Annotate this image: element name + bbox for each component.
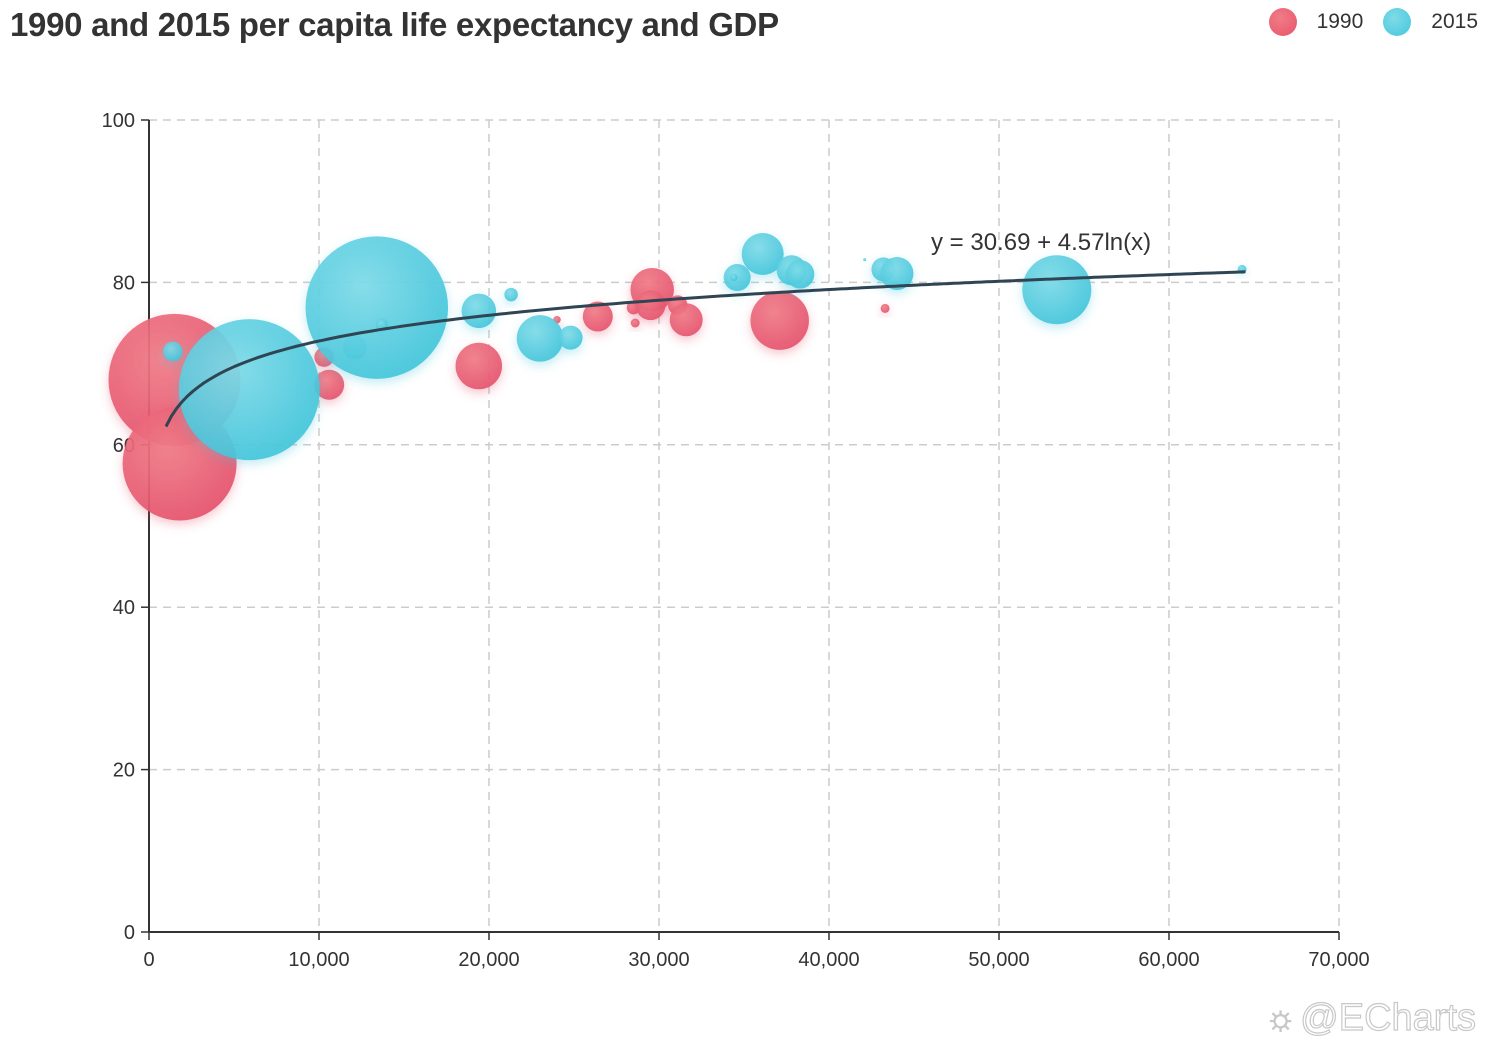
y-tick-label: 40 [113, 597, 135, 619]
bubble-2015 [178, 319, 320, 461]
bubble-1990 [635, 290, 666, 321]
x-axis-tick-labels: 0 10,000 20,000 30,000 40,000 50,000 60,000 70,… [143, 949, 1369, 971]
bubble-1990 [314, 369, 345, 400]
legend-label-2015: 2015 [1431, 10, 1478, 33]
x-tick-label: 60,000 [1138, 949, 1199, 971]
y-tick-label: 80 [113, 272, 135, 294]
bubble-1990 [630, 318, 640, 328]
legend-item-2015[interactable]: 2015 [1383, 8, 1478, 36]
legend: 1990 2015 [1249, 8, 1478, 36]
bubble-1990 [669, 303, 703, 337]
x-tick-label: 0 [143, 949, 154, 971]
weibo-icon: ☼ [1264, 998, 1297, 1037]
x-tick-label: 50,000 [968, 949, 1029, 971]
bubble-2015 [305, 236, 449, 379]
series-2015 [163, 232, 1247, 461]
y-tick-label: 0 [124, 922, 135, 944]
watermark: ☼ @ECharts [1264, 996, 1477, 1040]
x-tick-label: 30,000 [628, 949, 689, 971]
legend-label-1990: 1990 [1316, 10, 1364, 33]
bubble-2015 [163, 341, 183, 362]
x-tick-label: 10,000 [288, 949, 349, 971]
bubble-2015 [741, 232, 784, 275]
bubble-1990 [455, 342, 503, 390]
bubble-2015 [863, 258, 867, 262]
bubble-2015 [516, 315, 564, 362]
bubble-1990 [750, 291, 809, 350]
y-tick-label: 100 [102, 110, 135, 132]
bubble-1990 [582, 301, 613, 332]
watermark-text: @ECharts [1300, 996, 1477, 1039]
legend-marker-1990 [1268, 8, 1297, 36]
bubble-2015 [558, 325, 583, 350]
axes [141, 119, 1340, 940]
legend-item-1990[interactable]: 1990 [1268, 8, 1364, 36]
bubble-2015 [1022, 255, 1092, 325]
x-tick-label: 40,000 [798, 949, 859, 971]
bubble-2015 [461, 293, 497, 329]
grid-lines [149, 119, 1340, 932]
x-tick-label: 20,000 [458, 949, 519, 971]
bubble-2015 [880, 256, 914, 290]
regression-line [164, 270, 1246, 428]
legend-marker-2015 [1383, 8, 1412, 36]
chart-title: 1990 and 2015 per capita life expectancy… [10, 6, 779, 43]
y-tick-label: 20 [113, 760, 135, 782]
bubble-1990 [880, 303, 890, 313]
regression-label: y = 30.69 + 4.57ln(x) [931, 229, 1151, 256]
bubble-2015 [785, 260, 815, 289]
bubble-2015 [504, 287, 518, 302]
bubble-2015 [730, 273, 738, 282]
x-tick-label: 70,000 [1308, 949, 1369, 971]
